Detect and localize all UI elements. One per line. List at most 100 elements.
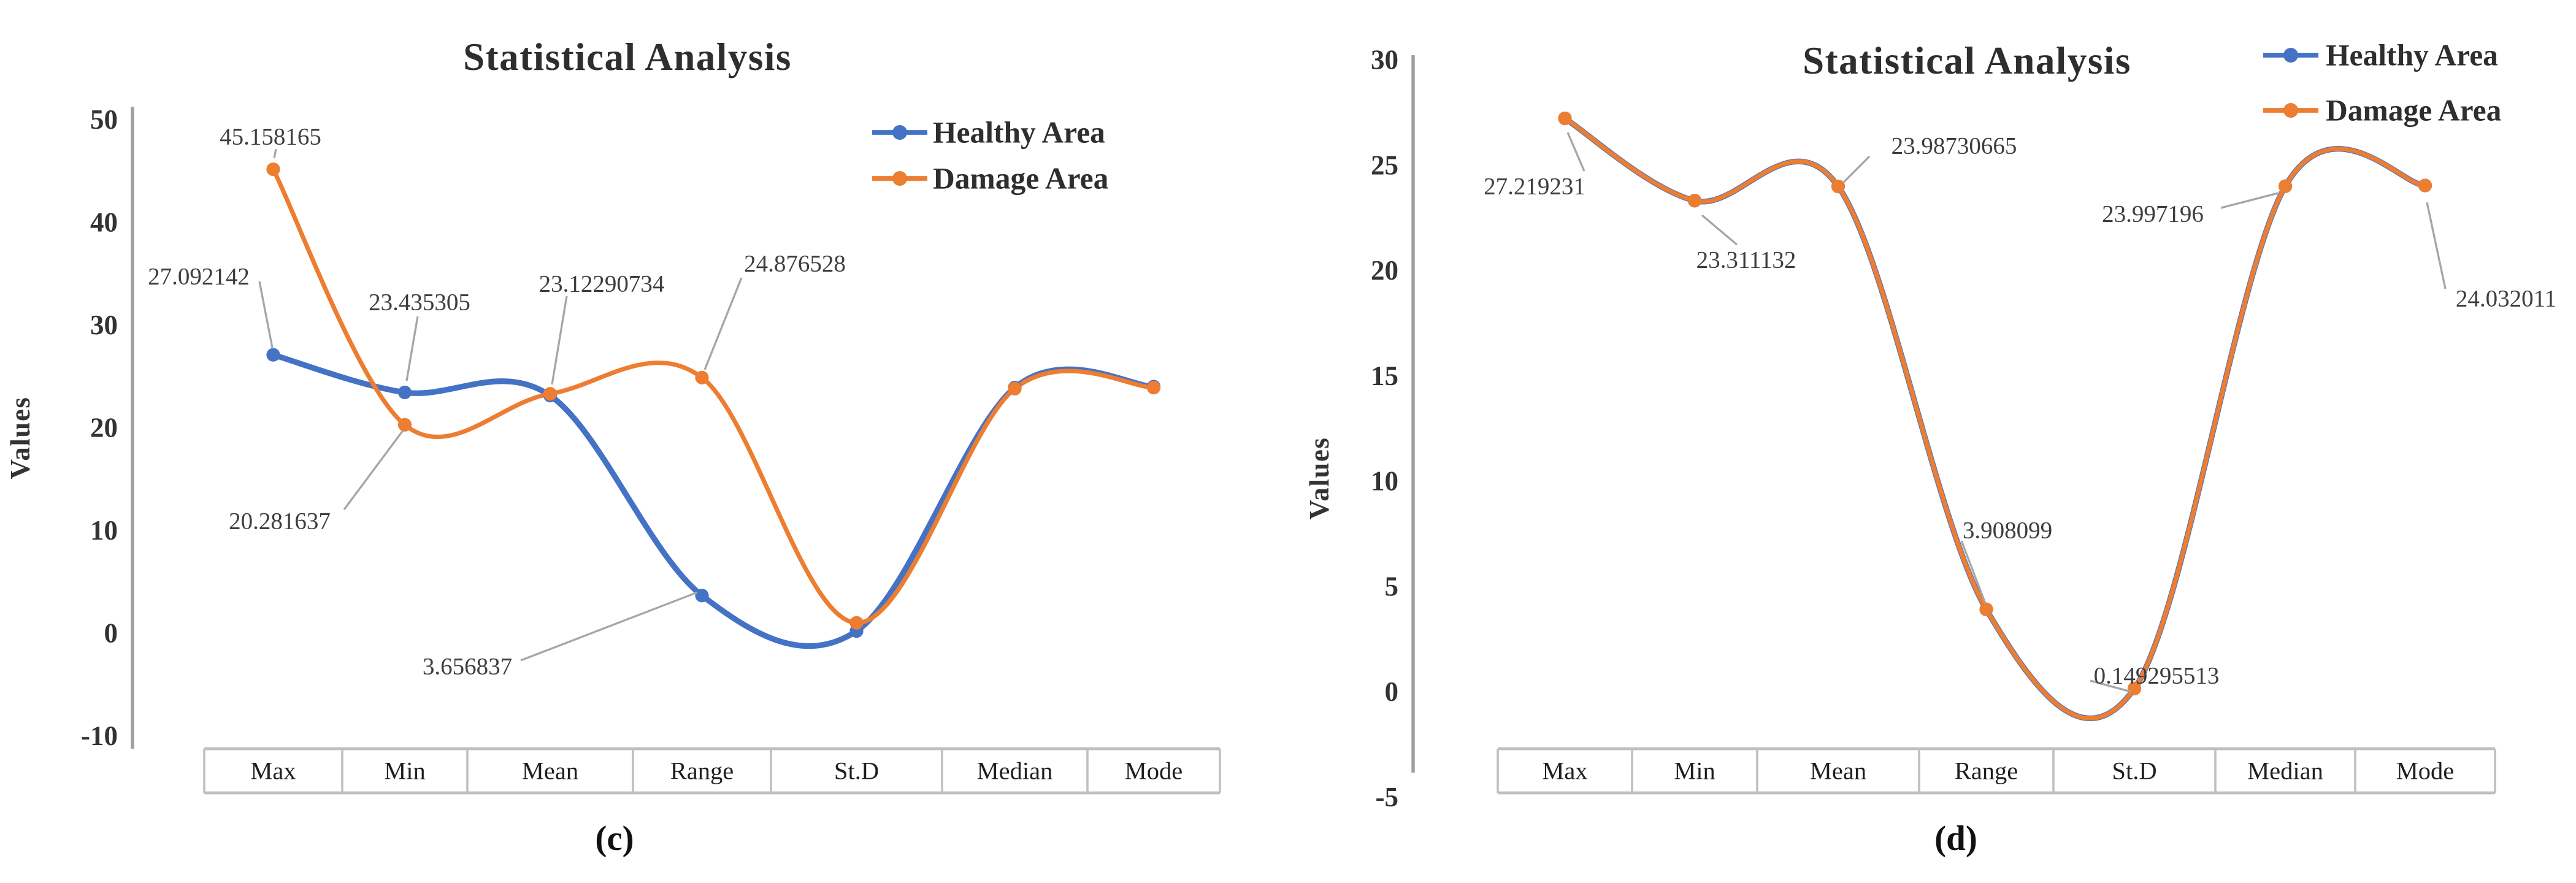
- annotation-leader-line: [2090, 679, 2131, 693]
- x-category-label: Range: [1955, 757, 2018, 785]
- chart-d-plot-area: 30 25 20 15 10 5 0 -5 Max Min Mean Range St.D Median M…: [1371, 45, 2556, 812]
- y-tick-label: 20: [90, 412, 118, 443]
- data-point-marker-damage: [1146, 381, 1161, 395]
- data-point-marker-damage: [543, 387, 558, 401]
- legend-label-healthy: Healthy Area: [933, 116, 1105, 150]
- x-category-label: Mode: [1125, 757, 1183, 785]
- data-point-marker-damage: [2278, 179, 2293, 193]
- y-tick-label: 10: [90, 515, 118, 546]
- annotation-leader-line: [1842, 155, 1871, 183]
- data-point-marker-damage: [1008, 381, 1022, 396]
- annotation-leader-line: [703, 277, 743, 370]
- legend-item-healthy: Healthy Area: [872, 116, 1105, 150]
- chart-c-y-axis-label: Values: [5, 397, 36, 480]
- y-tick-label: 40: [90, 207, 118, 237]
- annotation-leader-line: [405, 316, 419, 381]
- x-category-label: Min: [384, 757, 426, 785]
- y-tick-label: 0: [104, 617, 118, 648]
- data-point-value-label: 24.876528: [744, 251, 846, 277]
- y-tick-label: 5: [1385, 571, 1399, 602]
- y-tick-label: 25: [1371, 150, 1398, 180]
- data-point-value-label: 27.092142: [148, 264, 250, 290]
- data-point-value-label: 27.219231: [1484, 174, 1585, 200]
- y-tick-label: 15: [1371, 361, 1398, 391]
- y-tick-label: 20: [1371, 255, 1398, 286]
- chart-d-y-axis-label: Values: [1304, 437, 1335, 520]
- annotation-leader-line: [551, 296, 568, 385]
- chart-c-caption: (c): [595, 819, 634, 858]
- x-category-label: Median: [2247, 757, 2323, 785]
- legend-marker-healthy-icon: [892, 125, 907, 140]
- data-point-marker-damage: [2418, 178, 2432, 193]
- data-point-value-label: 23.311132: [1696, 247, 1796, 273]
- chart-d-caption: (d): [1934, 819, 1977, 858]
- x-category-label: Max: [1542, 757, 1587, 785]
- x-category-label: Mode: [2396, 757, 2455, 785]
- annotation-leader-line: [1960, 540, 1987, 604]
- x-category-label: Median: [977, 757, 1053, 785]
- chart-d-title: Statistical Analysis: [1803, 39, 2131, 82]
- y-tick-label: 50: [90, 104, 118, 135]
- y-tick-label: -10: [81, 721, 118, 751]
- series-line-healthy: [1562, 115, 2428, 722]
- annotation-leader-line: [273, 148, 277, 159]
- annotation-leader-line: [520, 591, 698, 662]
- data-point-marker-damage: [266, 162, 280, 177]
- annotation-leader-line: [2426, 202, 2447, 289]
- data-point-marker-damage: [2127, 681, 2142, 695]
- x-category-label: Max: [250, 757, 296, 785]
- data-point-marker-damage: [1558, 111, 1572, 126]
- chart-c: Statistical Analysis Values (c) Healthy …: [5, 36, 1221, 858]
- data-point-value-label: 23.435305: [369, 289, 470, 316]
- data-point-marker-damage: [695, 370, 709, 384]
- data-point-marker-damage: [397, 418, 412, 432]
- data-point-value-label: 20.281637: [229, 508, 331, 535]
- data-point-marker-damage: [1979, 602, 1993, 616]
- annotation-leader-line: [2220, 192, 2279, 209]
- x-category-label: Mean: [522, 757, 578, 785]
- data-point-marker-damage: [1831, 179, 1846, 194]
- legend-label-healthy: Healthy Area: [2326, 39, 2498, 72]
- x-category-label: St.D: [834, 757, 879, 785]
- annotation-leader-line: [343, 430, 404, 510]
- data-point-marker-healthy: [397, 385, 412, 400]
- y-tick-label: -5: [1376, 782, 1399, 812]
- data-point-value-label: 23.997196: [2102, 201, 2204, 227]
- data-point-value-label: 45.158165: [220, 124, 321, 150]
- chart-c-legend: Healthy Area Damage Area: [872, 116, 1108, 196]
- data-point-marker-healthy: [266, 348, 280, 362]
- data-point-value-label: 24.032011: [2456, 286, 2556, 312]
- legend-label-damage: Damage Area: [933, 162, 1108, 196]
- annotation-leader-line: [258, 281, 274, 348]
- chart-d-legend: Healthy Area Damage Area: [2263, 39, 2501, 128]
- annotation-leader-line: [1701, 214, 1738, 246]
- legend-item-damage: Damage Area: [2263, 94, 2501, 128]
- y-tick-label: 30: [90, 310, 118, 340]
- y-tick-label: 30: [1371, 45, 1398, 75]
- series-line-damage: [1562, 116, 2428, 721]
- data-point-value-label: 3.656837: [423, 654, 512, 680]
- legend-marker-damage-icon: [892, 171, 907, 186]
- chart-d: Statistical Analysis Values (d) Healthy …: [1304, 39, 2556, 858]
- x-category-label: Range: [670, 757, 734, 785]
- legend-item-healthy: Healthy Area: [2263, 39, 2498, 72]
- annotation-leader-line: [1566, 132, 1585, 172]
- legend-marker-healthy-icon: [2283, 48, 2298, 63]
- x-category-label: Min: [1674, 757, 1715, 785]
- x-category-label: St.D: [2112, 757, 2156, 785]
- legend-item-damage: Damage Area: [872, 162, 1108, 196]
- data-point-value-label: 23.12290734: [539, 271, 665, 297]
- data-point-value-label: 23.98730665: [1892, 133, 2017, 159]
- legend-marker-damage-icon: [2283, 103, 2298, 118]
- legend-label-damage: Damage Area: [2326, 94, 2501, 128]
- data-point-marker-damage: [1687, 194, 1702, 208]
- x-category-label: Mean: [1810, 757, 1866, 785]
- data-point-value-label: 0.149295513: [2094, 663, 2220, 689]
- chart-c-title: Statistical Analysis: [463, 36, 792, 78]
- data-point-value-label: 3.908099: [1963, 518, 2052, 544]
- data-point-marker-damage: [849, 616, 864, 630]
- chart-c-plot-area: 50 40 30 20 10 0 -10 Max Min Mean Range St.D Median M…: [81, 104, 1221, 795]
- y-tick-label: 0: [1385, 676, 1399, 707]
